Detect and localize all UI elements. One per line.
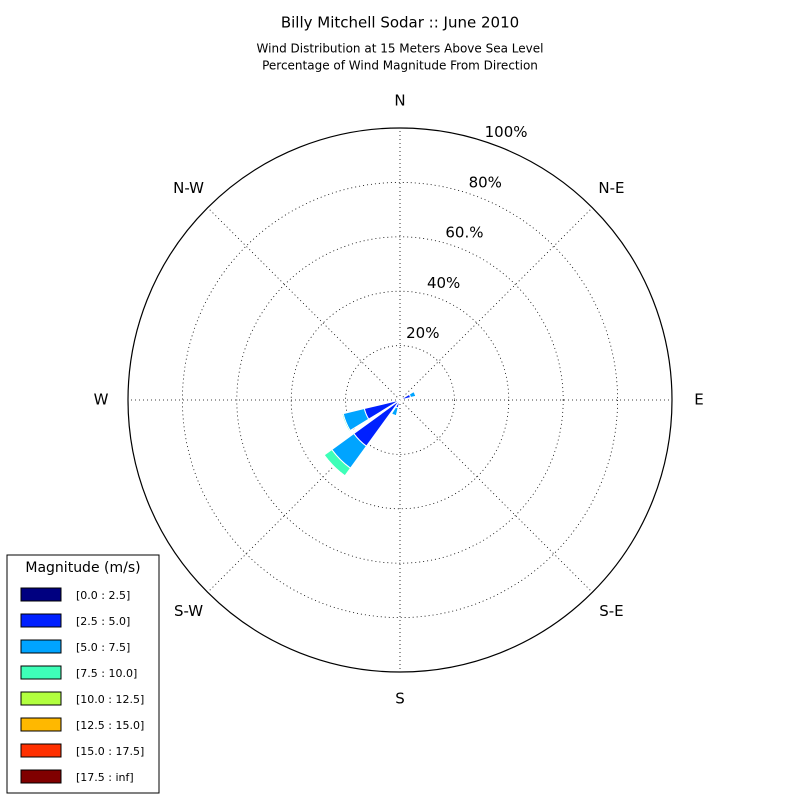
grid-ring [236, 236, 564, 564]
legend-label: [7.5 : 10.0] [76, 667, 137, 680]
outer-ring [127, 127, 673, 673]
legend-label: [2.5 : 5.0] [76, 615, 130, 628]
r-tick-label: 100% [485, 123, 528, 141]
direction-label: S [395, 690, 405, 708]
wedge [413, 391, 417, 397]
legend-swatch [20, 665, 62, 680]
grid-ring [345, 345, 455, 455]
spoke [207, 399, 401, 593]
grid-ring [290, 290, 510, 510]
legend-title: Magnitude (m/s) [25, 560, 140, 576]
direction-label: S-W [174, 602, 203, 620]
direction-label: N-E [598, 179, 624, 197]
wedge [323, 454, 346, 477]
legend-swatch [20, 613, 62, 628]
r-tick-label: 60.% [445, 224, 483, 242]
chart-subtitle: Wind Distribution at 15 Meters Above Sea… [257, 42, 544, 56]
chart-subtitle: Percentage of Wind Magnitude From Direct… [262, 59, 538, 73]
legend-label: [0.0 : 2.5] [76, 589, 130, 602]
direction-label: W [94, 391, 109, 409]
direction-label: E [694, 391, 703, 409]
legend-swatch [20, 691, 62, 706]
legend-label: [5.0 : 7.5] [76, 641, 130, 654]
spoke [399, 207, 593, 401]
legend-label: [12.5 : 15.0] [76, 719, 144, 732]
direction-label: N [394, 92, 405, 110]
wedge [391, 413, 397, 417]
r-tick-label: 20% [406, 324, 439, 342]
legend-swatch [20, 769, 62, 784]
legend-label: [10.0 : 12.5] [76, 693, 144, 706]
spoke [399, 399, 593, 593]
legend-swatch [20, 743, 62, 758]
chart-title: Billy Mitchell Sodar :: June 2010 [281, 14, 519, 32]
legend-label: [17.5 : inf] [76, 771, 134, 784]
r-tick-label: 40% [427, 274, 460, 292]
r-tick-label: 80% [469, 173, 502, 191]
direction-label: S-E [599, 602, 623, 620]
spoke [207, 207, 401, 401]
legend-label: [15.0 : 17.5] [76, 745, 144, 758]
grid-ring [181, 181, 619, 619]
legend-swatch [20, 639, 62, 654]
direction-label: N-W [173, 179, 204, 197]
legend-swatch [20, 587, 62, 602]
legend-swatch [20, 717, 62, 732]
